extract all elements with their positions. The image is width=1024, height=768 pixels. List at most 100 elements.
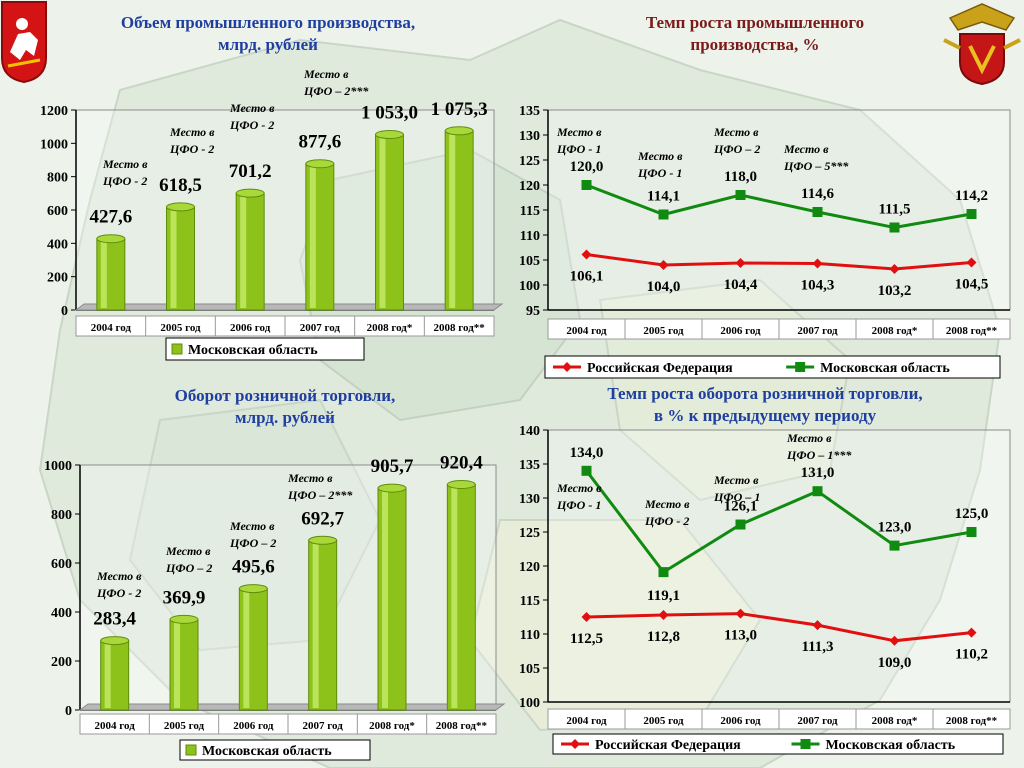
c3-value-label: 283,4: [93, 609, 136, 630]
c3-rank-annotation: Место в: [229, 519, 275, 533]
c4-rf-data-label: 112,8: [647, 629, 680, 645]
c1-bar-top: [444, 126, 474, 136]
c2-rf-series-line: [586, 253, 972, 271]
c2-rf-data-label: 104,5: [955, 277, 989, 293]
c2-x-tick-label: 2004 год: [566, 325, 607, 337]
c1-value-label: 618,5: [159, 175, 202, 196]
c4-x-tick-label: 2004 год: [566, 715, 607, 727]
c2-rank-annotation: Место в: [556, 125, 602, 139]
chart2-title: Темп роста промышленного производства, %: [645, 13, 865, 54]
c2-rf-data-label: 103,2: [878, 283, 912, 299]
c3-bar-top: [446, 480, 476, 490]
c3-rank-annotation: ЦФО – 2: [165, 561, 212, 575]
c4-y-tick-label: 105: [519, 662, 540, 677]
c4-mo-point: [581, 465, 592, 476]
c3-x-tick-label: 2005 год: [164, 720, 205, 732]
c1-legend: [165, 337, 365, 361]
c2-x-tick-label: 2008 год**: [946, 325, 998, 337]
c3-bar-highlight: [451, 486, 458, 708]
c2-legend-mo-label: Московская область: [820, 361, 950, 376]
c1-rank-annotation: Место в: [169, 125, 215, 139]
c1-rank-annotation: Место в: [303, 67, 349, 81]
c2-mo-data-label: 114,6: [801, 186, 834, 202]
c1-value-label: 877,6: [298, 132, 341, 153]
c3-y-tick-label: 400: [51, 606, 72, 621]
c4-legend: [552, 733, 1004, 755]
c2-mo-point: [658, 209, 669, 220]
c2-plot-area: [547, 109, 1011, 311]
c2-legend-rf-label: Российская Федерация: [587, 361, 733, 376]
c3-bar-top: [100, 636, 130, 646]
c3-rank-annotation: ЦФО – 2***: [287, 488, 353, 502]
c2-y-tick-label: 125: [519, 154, 540, 169]
c4-rank-annotation: ЦФО – 1: [713, 490, 760, 504]
c1-bar-highlight: [240, 195, 247, 308]
c2-mo-data-label: 118,0: [724, 169, 757, 185]
c2-y-tick-label: 95: [526, 304, 540, 319]
c1-bar-highlight: [309, 165, 316, 308]
c4-x-tick-label: 2008 год**: [946, 715, 998, 727]
c4-rf-data-label: 112,5: [570, 631, 603, 647]
c3-value-label: 920,4: [440, 453, 483, 474]
c2-mo-series-line: [585, 183, 972, 230]
c1-rank-annotation: Место в: [102, 157, 148, 171]
c4-y-tick-label: 135: [519, 458, 540, 473]
c1-bar-highlight: [379, 136, 386, 308]
c1-value-label: 1 075,3: [431, 99, 488, 120]
c3-plot-area: [79, 464, 497, 711]
c3-rank-annotation: ЦФО – 2: [229, 536, 276, 550]
c1-bar-top: [375, 130, 404, 139]
c3-legend-swatch: [185, 744, 197, 756]
c4-mo-series-line: [585, 469, 972, 575]
c2-y-tick-label: 105: [519, 254, 540, 269]
c1-value-label: 1 053,0: [361, 103, 418, 124]
c2-rank-annotation: Место в: [713, 125, 759, 139]
c2-rank-annotation: ЦФО - 1: [637, 166, 682, 180]
chart4-title: Темп роста оборота розничной торговли, в…: [607, 384, 923, 425]
c1-bar-highlight: [100, 240, 107, 308]
c3-bar-top: [377, 483, 407, 493]
c3-value-label: 692,7: [301, 508, 344, 529]
c4-mo-point: [658, 567, 669, 578]
c2-rank-annotation: Место в: [637, 149, 683, 163]
c2-mo-point: [966, 209, 977, 219]
c3-y-tick-label: 600: [51, 557, 72, 572]
c3-x-tick-label: 2008 год**: [436, 720, 488, 732]
c3-bar-highlight: [312, 542, 319, 708]
c2-legend-mo-marker: [795, 362, 806, 372]
c1-x-tick-label: 2004 год: [91, 322, 132, 334]
c1-bar-top: [166, 202, 195, 212]
c3-bar-top: [308, 535, 338, 545]
c4-mo-point: [889, 540, 900, 551]
c3-legend-label: Московская область: [202, 744, 332, 759]
c4-mo-point: [735, 519, 746, 530]
c2-mo-point: [812, 207, 823, 217]
c4-mo-data-label: 134,0: [570, 445, 604, 461]
c2-y-tick-label: 100: [519, 279, 540, 294]
c1-value-label: 701,2: [229, 161, 272, 182]
chart3-title: Оборот розничной торговли, млрд. рублей: [174, 386, 396, 427]
c3-x-tick-label: 2006 год: [233, 720, 274, 732]
c3-y-tick-label: 800: [51, 508, 72, 523]
c4-rf-point: [581, 612, 592, 622]
c2-rf-data-label: 104,0: [647, 279, 681, 295]
c2-mo-data-label: 114,1: [647, 189, 680, 205]
c1-rank-annotation: ЦФО - 2: [229, 118, 274, 132]
c3-value-label: 495,6: [232, 557, 275, 578]
c2-rank-annotation: ЦФО – 2: [713, 142, 760, 156]
c4-y-tick-label: 125: [519, 526, 540, 541]
c2-mo-point: [735, 190, 746, 200]
c1-bar-highlight: [170, 208, 177, 308]
c2-rf-point: [966, 257, 977, 268]
c3-rank-annotation: Место в: [96, 569, 142, 583]
c3-rank-annotation: Место в: [165, 544, 211, 558]
c3-y-tick-label: 0: [65, 704, 72, 719]
c3-rank-annotation: Место в: [287, 471, 333, 485]
c4-y-tick-label: 110: [520, 628, 540, 643]
c2-mo-data-label: 111,5: [878, 202, 910, 218]
c4-rf-series-line: [586, 612, 972, 643]
c3-value-label: 905,7: [371, 456, 414, 477]
